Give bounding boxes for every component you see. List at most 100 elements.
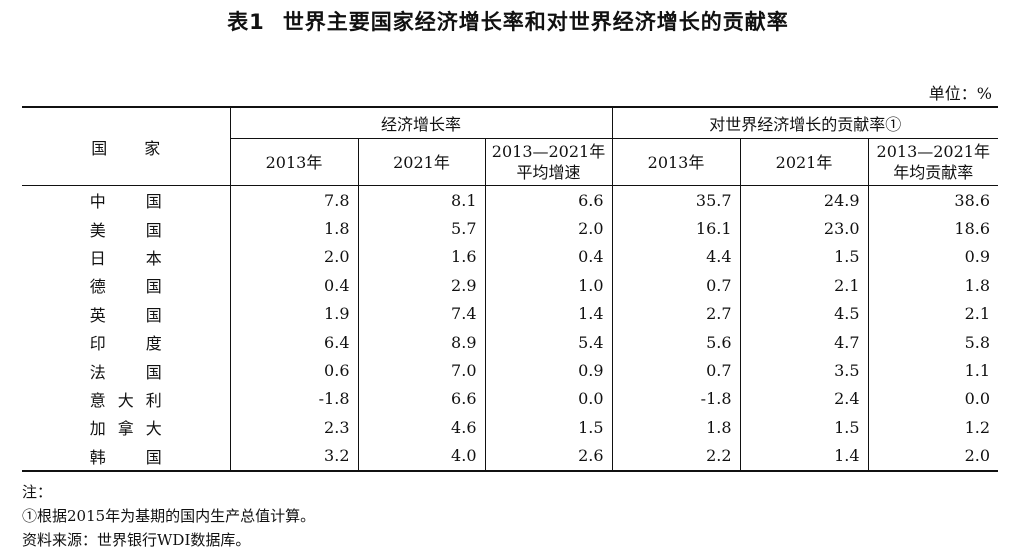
table-row: 美国 1.8 5.7 2.0 16.1 23.0 18.6: [22, 214, 999, 243]
country-cell: 英国: [22, 300, 230, 328]
contribution-group-header: 对世界经济增长的贡献率①: [611, 106, 999, 139]
country-cell: 印度: [22, 328, 230, 356]
value-cell: 4.7: [739, 327, 869, 357]
value-cell: 5.6: [611, 327, 741, 357]
country-cell: 意大利: [22, 385, 230, 413]
value-cell: 1.4: [484, 299, 613, 328]
value-cell: -1.8: [611, 384, 741, 414]
table-row: 法国 0.6 7.0 0.9 0.7 3.5 1.1: [22, 356, 999, 385]
value-cell: 23.0: [739, 214, 869, 243]
value-cell: 0.7: [611, 271, 741, 300]
value-cell: 1.5: [739, 413, 869, 442]
value-cell: 1.8: [229, 214, 358, 243]
country-cell: 中国: [22, 186, 230, 215]
value-cell: 2.2: [611, 441, 741, 472]
value-cell: 2.3: [229, 413, 358, 442]
value-cell: 1.8: [611, 413, 741, 442]
country-cell: 加拿大: [22, 413, 230, 441]
value-cell: 1.4: [739, 441, 869, 472]
value-cell: 1.5: [739, 242, 869, 272]
value-cell: 4.4: [611, 242, 741, 272]
value-cell: 2.6: [484, 441, 613, 472]
country-cell: 日本: [22, 243, 230, 271]
value-cell: 0.9: [867, 242, 999, 272]
subheader-col-6: 2013—2021年 年均贡献率: [867, 138, 999, 186]
value-cell: 5.8: [867, 327, 999, 357]
value-cell: 7.0: [357, 356, 485, 385]
table-row: 韩国 3.2 4.0 2.6 2.2 1.4 2.0: [22, 441, 999, 472]
value-cell: 3.5: [739, 356, 869, 385]
value-cell: 2.0: [229, 242, 358, 272]
subheader-col-4: 2013年: [611, 138, 741, 186]
value-cell: 35.7: [611, 185, 741, 215]
value-cell: 2.7: [611, 299, 741, 328]
value-cell: 16.1: [611, 214, 741, 243]
value-cell: 2.9: [357, 271, 485, 300]
table-title: 表1 世界主要国家经济增长率和对世界经济增长的贡献率: [0, 6, 1016, 36]
table-title-text: 世界主要国家经济增长率和对世界经济增长的贡献率: [282, 10, 789, 34]
table-row: 加拿大 2.3 4.6 1.5 1.8 1.5 1.2: [22, 413, 999, 442]
value-cell: 4.5: [739, 299, 869, 328]
country-name: 意大利: [89, 390, 162, 410]
value-cell: 8.1: [357, 185, 485, 215]
country-name: 加拿大: [89, 419, 162, 439]
table-row: 德国 0.4 2.9 1.0 0.7 2.1 1.8: [22, 271, 999, 300]
value-cell: 8.9: [357, 327, 485, 357]
value-cell: 0.7: [611, 356, 741, 385]
value-cell: 2.1: [739, 271, 869, 300]
subheader-col-1: 2013年: [229, 138, 358, 186]
country-name: 法国: [89, 362, 162, 382]
value-cell: 7.4: [357, 299, 485, 328]
value-cell: 4.6: [357, 413, 485, 442]
value-cell: 5.4: [484, 327, 613, 357]
value-cell: 2.4: [739, 384, 869, 414]
country-name: 中国: [89, 192, 162, 212]
value-cell: 6.6: [484, 185, 613, 215]
value-cell: 2.1: [867, 299, 999, 328]
footnote-1: ①根据2015年为基期的国内生产总值计算。: [22, 507, 316, 525]
country-column-header: 国 家: [22, 106, 230, 186]
country-cell: 德国: [22, 271, 230, 299]
value-cell: 7.8: [229, 185, 358, 215]
notes-label: 注：: [22, 483, 53, 501]
value-cell: 4.0: [357, 441, 485, 472]
table-row: 日本 2.0 1.6 0.4 4.4 1.5 0.9: [22, 242, 999, 272]
growth-rate-group-header: 经济增长率: [229, 106, 613, 139]
value-cell: 6.4: [229, 327, 358, 357]
table-row: 印度 6.4 8.9 5.4 5.6 4.7 5.8: [22, 327, 999, 357]
value-cell: 1.9: [229, 299, 358, 328]
value-cell: 0.4: [229, 271, 358, 300]
source-note: 资料来源：世界银行WDI数据库。: [22, 531, 251, 549]
value-cell: 1.5: [484, 413, 613, 442]
table-row: 英国 1.9 7.4 1.4 2.7 4.5 2.1: [22, 299, 999, 328]
value-cell: 1.2: [867, 413, 999, 442]
value-cell: 1.6: [357, 242, 485, 272]
country-name: 美国: [89, 220, 162, 240]
value-cell: 0.4: [484, 242, 613, 272]
table-row: 中国 7.8 8.1 6.6 35.7 24.9 38.6: [22, 185, 999, 215]
country-name: 英国: [89, 305, 162, 325]
unit-label: 单位：%: [928, 84, 992, 103]
table-number: 表1: [227, 10, 265, 34]
country-name: 德国: [89, 277, 162, 297]
value-cell: 2.0: [867, 441, 999, 472]
value-cell: 1.0: [484, 271, 613, 300]
value-cell: 24.9: [739, 185, 869, 215]
value-cell: 0.0: [484, 384, 613, 414]
country-name: 印度: [89, 334, 162, 354]
value-cell: 0.9: [484, 356, 613, 385]
country-cell: 韩国: [22, 441, 230, 472]
table-row: 意大利 -1.8 6.6 0.0 -1.8 2.4 0.0: [22, 384, 999, 414]
value-cell: 38.6: [867, 185, 999, 215]
value-cell: 2.0: [484, 214, 613, 243]
value-cell: 3.2: [229, 441, 358, 472]
country-name: 韩国: [89, 447, 162, 467]
country-name: 日本: [89, 248, 162, 268]
value-cell: 0.6: [229, 356, 358, 385]
table-notes: 注： ①根据2015年为基期的国内生产总值计算。 资料来源：世界银行WDI数据库…: [22, 480, 315, 552]
country-cell: 美国: [22, 214, 230, 242]
value-cell: -1.8: [229, 384, 358, 414]
subheader-col-2: 2021年: [357, 138, 485, 186]
subheader-col-5: 2021年: [739, 138, 869, 186]
value-cell: 5.7: [357, 214, 485, 243]
